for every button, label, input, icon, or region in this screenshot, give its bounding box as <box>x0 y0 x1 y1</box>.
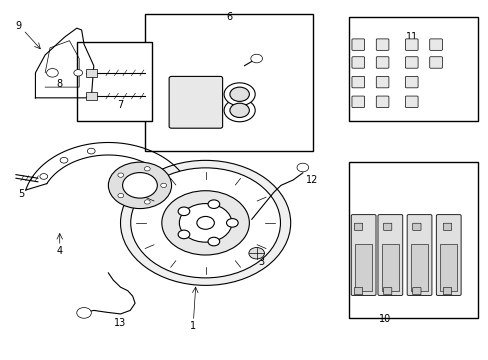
FancyBboxPatch shape <box>412 223 420 230</box>
Bar <box>77 42 152 121</box>
Text: 3: 3 <box>258 257 264 267</box>
FancyBboxPatch shape <box>429 57 442 68</box>
FancyBboxPatch shape <box>351 57 364 68</box>
Circle shape <box>161 183 166 188</box>
Circle shape <box>162 191 249 255</box>
Text: 6: 6 <box>226 13 232 22</box>
Circle shape <box>118 173 123 177</box>
Bar <box>348 162 477 318</box>
Text: 8: 8 <box>57 78 62 89</box>
FancyBboxPatch shape <box>429 39 442 50</box>
Circle shape <box>248 248 264 259</box>
Circle shape <box>178 230 189 239</box>
FancyBboxPatch shape <box>383 223 391 230</box>
Circle shape <box>197 216 214 229</box>
FancyBboxPatch shape <box>443 288 451 295</box>
Text: 1: 1 <box>190 321 196 332</box>
Circle shape <box>229 87 249 102</box>
Bar <box>354 244 371 291</box>
FancyBboxPatch shape <box>375 39 388 50</box>
FancyBboxPatch shape <box>405 57 417 68</box>
FancyBboxPatch shape <box>375 96 388 108</box>
FancyBboxPatch shape <box>375 76 388 88</box>
Text: 11: 11 <box>406 32 418 42</box>
FancyBboxPatch shape <box>377 215 402 296</box>
Circle shape <box>77 307 91 318</box>
FancyBboxPatch shape <box>435 215 460 296</box>
Circle shape <box>207 237 219 246</box>
FancyBboxPatch shape <box>351 76 364 88</box>
FancyBboxPatch shape <box>169 76 222 128</box>
FancyBboxPatch shape <box>351 96 364 108</box>
Text: 5: 5 <box>18 189 24 199</box>
FancyBboxPatch shape <box>405 96 417 108</box>
Circle shape <box>144 200 150 204</box>
Circle shape <box>130 168 280 278</box>
Circle shape <box>122 172 157 198</box>
Circle shape <box>178 207 189 216</box>
Circle shape <box>226 219 238 227</box>
Circle shape <box>229 103 249 117</box>
Circle shape <box>40 174 47 179</box>
Text: 9: 9 <box>15 21 21 31</box>
FancyBboxPatch shape <box>351 39 364 50</box>
Circle shape <box>108 162 171 208</box>
FancyBboxPatch shape <box>405 76 417 88</box>
Bar <box>381 244 398 291</box>
Circle shape <box>74 69 82 76</box>
FancyBboxPatch shape <box>412 288 420 295</box>
Text: 10: 10 <box>379 314 391 324</box>
Text: 2: 2 <box>137 197 143 206</box>
Text: 4: 4 <box>57 247 62 256</box>
Circle shape <box>60 157 68 163</box>
Bar <box>86 92 97 100</box>
Circle shape <box>250 54 262 63</box>
FancyBboxPatch shape <box>443 223 451 230</box>
Circle shape <box>207 200 219 208</box>
FancyBboxPatch shape <box>354 288 362 295</box>
FancyBboxPatch shape <box>350 215 375 296</box>
FancyBboxPatch shape <box>407 215 431 296</box>
Circle shape <box>118 193 123 198</box>
Circle shape <box>179 203 231 242</box>
Bar <box>439 244 456 291</box>
Bar <box>86 68 97 77</box>
Circle shape <box>224 99 255 122</box>
Circle shape <box>296 163 308 172</box>
FancyBboxPatch shape <box>383 288 391 295</box>
Circle shape <box>144 167 150 171</box>
Circle shape <box>224 83 255 106</box>
Circle shape <box>46 68 58 77</box>
Text: 13: 13 <box>114 318 126 328</box>
Text: 7: 7 <box>117 100 123 110</box>
FancyBboxPatch shape <box>354 223 362 230</box>
Bar <box>410 244 427 291</box>
Circle shape <box>120 160 290 285</box>
Bar <box>348 18 477 121</box>
FancyBboxPatch shape <box>405 39 417 50</box>
Text: 12: 12 <box>306 175 318 185</box>
Bar <box>144 14 312 152</box>
Circle shape <box>87 148 95 154</box>
FancyBboxPatch shape <box>375 57 388 68</box>
